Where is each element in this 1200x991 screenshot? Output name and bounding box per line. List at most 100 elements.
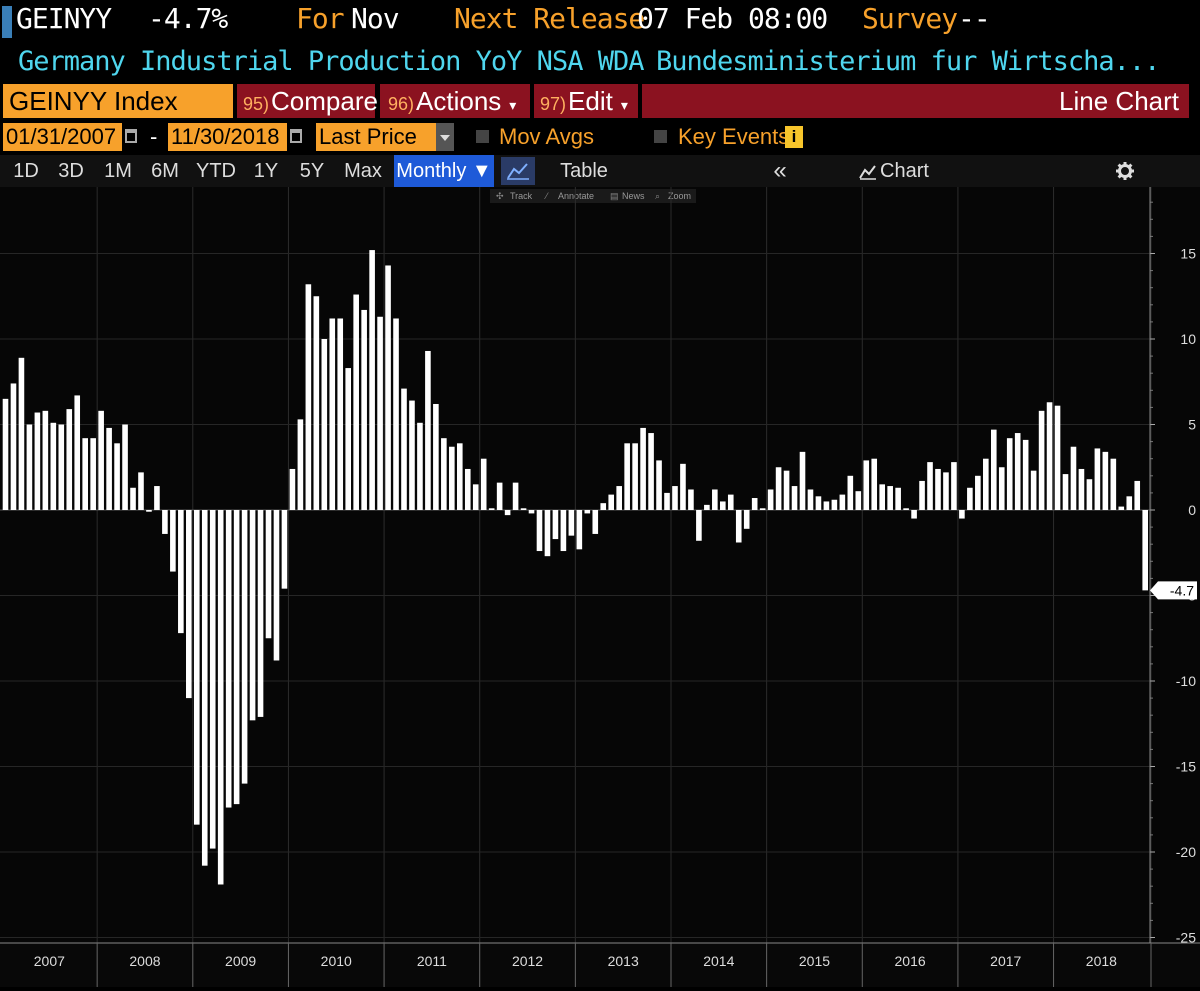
data-bar [943,472,949,510]
annotate-icon[interactable]: ⁄ [544,191,549,201]
field-selector[interactable]: Last Price [316,123,454,151]
chart-area[interactable]: ✣ Track ⁄ Annotate ▤ News ⌕ Zoom 15 10 5 0 -… [0,187,1200,987]
edit-button[interactable]: 97)Edit ▾ [534,84,638,118]
track-icon[interactable]: ✣ [496,191,504,201]
collapse-icon[interactable]: « [773,157,787,184]
compare-button[interactable]: 95)Compare [237,84,378,118]
start-date-text: 01/31/2007 [6,124,117,149]
frequency-dropdown[interactable]: Monthly ▼ [394,155,494,187]
data-bar [664,492,670,510]
field-selector-text: Last Price [319,124,417,149]
data-bar [998,467,1005,510]
data-bar [688,489,694,510]
x-tick-label: 2013 [608,953,639,969]
period-tab-max[interactable]: Max [344,160,382,182]
end-calendar-icon[interactable] [290,129,302,143]
data-bar [449,446,455,510]
period-tab-1d[interactable]: 1D [13,160,39,182]
last-value: -4.7% [148,2,228,35]
data-bar [114,443,120,510]
security-field[interactable]: GEINYY Index [3,84,233,118]
data-bar [472,484,479,510]
mini-toolbar-background [490,189,696,203]
data-bar [791,486,798,510]
actions-button[interactable]: 96)Actions ▾ [380,84,530,118]
data-bar [672,486,678,510]
period-tab-1y[interactable]: 1Y [253,160,279,182]
data-bar [552,510,559,540]
gear-icon[interactable] [1115,161,1135,181]
y-tick-label: 0 [1188,502,1196,518]
x-axis-band [0,943,1200,987]
data-bar [58,424,65,510]
start-calendar-icon[interactable] [125,129,137,143]
survey-label: Survey [862,2,958,35]
data-bar [433,403,439,510]
mov-avgs-checkbox[interactable] [476,130,489,143]
data-bar [209,510,216,849]
data-bar [42,410,49,510]
data-bar [257,510,264,717]
data-bar [66,409,73,510]
data-bar [496,482,503,510]
data-bar [751,498,758,510]
end-date-field[interactable]: 11/30/2018 [168,123,287,151]
data-bar [1070,446,1077,510]
data-bar [1126,496,1133,510]
news-button[interactable]: News [622,191,645,201]
info-icon[interactable]: i [785,126,803,148]
data-bar [696,510,702,541]
chart-content-button[interactable]: Chart Content [880,160,950,214]
period-tab-ytd[interactable]: YTD [196,160,236,182]
line-chart-icon[interactable] [501,157,535,185]
next-release-label: Next Release [454,2,645,35]
data-bar [353,294,359,510]
period-tab-bar: 1D 3D 1M 6M YTD 1Y 5Y Max Monthly ▼ Table « Cha… [0,155,1200,214]
period-tab-3d[interactable]: 3D [58,160,84,182]
data-bar [225,510,232,808]
data-bar [201,510,208,866]
annotate-button[interactable]: Annotate [558,191,594,201]
data-bar [369,250,375,510]
chart-grid [0,187,1152,987]
data-bar [329,318,336,510]
line-chart-glyph [507,163,529,180]
data-bar [847,475,854,510]
data-bar [337,318,344,510]
y-tick-label: -20 [1176,844,1196,860]
table-tab[interactable]: Table [560,160,608,182]
period-tab-1m[interactable]: 1M [104,160,132,182]
start-date-field[interactable]: 01/31/2007 [3,123,122,151]
data-bar [74,395,81,510]
field-dropdown-icon [436,123,454,151]
actions-caret-icon: ▾ [509,97,517,113]
chart-type-selector[interactable]: Line Chart [642,84,1189,118]
last-value-badge [1150,581,1197,600]
bar-chart[interactable]: ✣ Track ⁄ Annotate ▤ News ⌕ Zoom 15 10 5 0 -… [0,187,1200,987]
x-tick-label: 2009 [225,953,256,969]
data-bar [560,510,567,552]
compare-label: Compare [271,86,378,116]
last-value-marker: -4.7 [1150,581,1197,600]
y-tick-label: -10 [1176,673,1196,689]
period-tab-6m[interactable]: 6M [151,160,179,182]
data-bar [249,510,256,721]
data-bar [464,468,471,510]
security-description: Germany Industrial Production YoY NSA WD… [18,46,644,77]
period-tab-5y[interactable]: 5Y [299,160,325,182]
key-events-checkbox[interactable] [654,130,667,143]
zoom-button[interactable]: Zoom [668,191,691,201]
x-tick-label: 2017 [990,953,1021,969]
data-bar [879,484,885,510]
data-bar [281,510,288,589]
track-button[interactable]: Track [510,191,533,201]
news-icon[interactable]: ▤ [610,191,619,201]
date-range-bar: 01/31/2007 - 11/30/2018 Last Price Mov A… [0,121,1200,265]
actions-label: Actions [416,86,502,116]
x-tick-label: 2008 [129,953,160,969]
data-bar [959,510,965,519]
data-bar [767,489,774,510]
zoom-icon[interactable]: ⌕ [655,191,660,201]
data-bar [265,510,272,639]
